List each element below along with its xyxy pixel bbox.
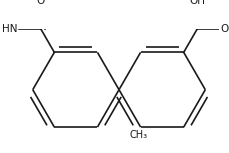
- Text: HN: HN: [2, 24, 18, 34]
- Text: O: O: [220, 24, 229, 34]
- Text: O: O: [36, 0, 45, 6]
- Text: OH: OH: [189, 0, 205, 6]
- Text: CH₃: CH₃: [130, 130, 148, 140]
